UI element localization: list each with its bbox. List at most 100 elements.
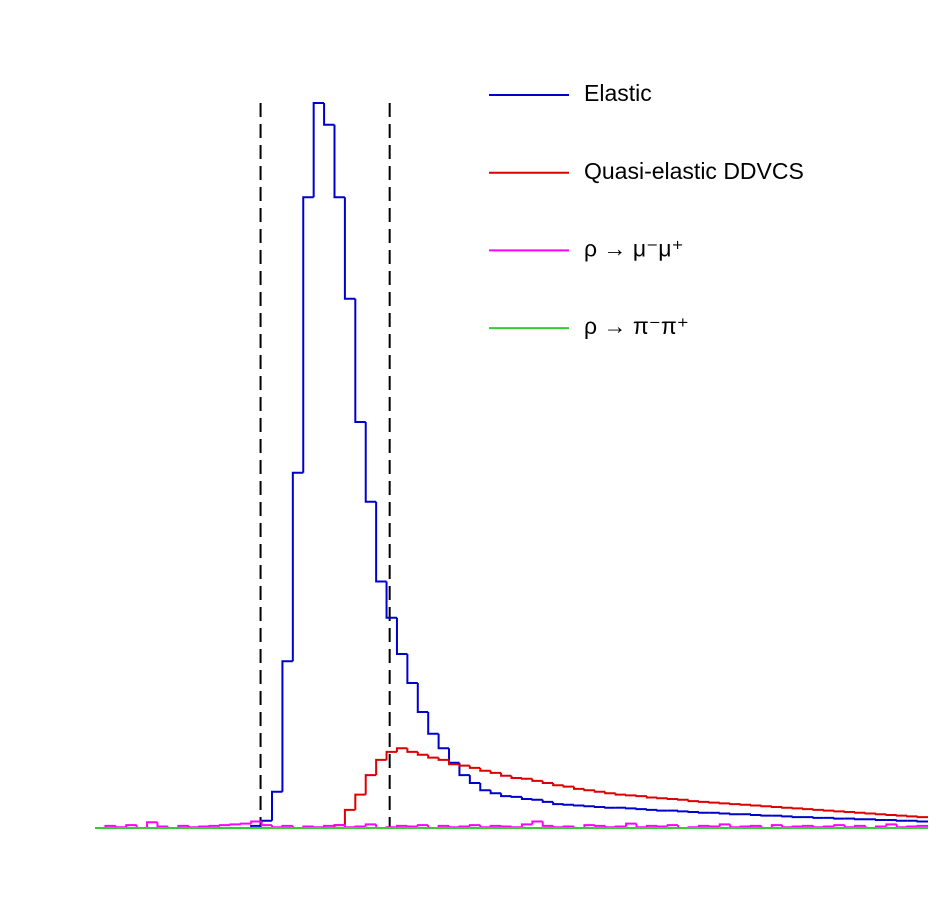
histogram-step — [843, 825, 856, 829]
histogram-step — [260, 821, 273, 827]
histogram-step — [635, 795, 647, 798]
legend-label: Elastic — [584, 80, 652, 106]
histogram-step — [562, 785, 574, 788]
histogram-step — [416, 751, 429, 756]
histogram-step — [510, 795, 522, 798]
histogram-step — [656, 809, 668, 812]
histogram-step — [572, 786, 585, 790]
histogram-step — [156, 822, 168, 828]
legend-label: ρ → π⁻π⁺ — [584, 313, 689, 339]
legend-label: ρ → μ⁻μ⁺ — [584, 235, 684, 261]
histogram-step — [729, 813, 741, 816]
histogram-step — [854, 824, 866, 828]
histogram-step — [395, 824, 408, 828]
histogram-step — [895, 824, 908, 829]
histogram-step — [323, 824, 335, 828]
histogram-step — [906, 815, 918, 818]
histogram-step — [364, 774, 377, 795]
histogram-step — [468, 765, 481, 769]
histogram-step — [271, 825, 283, 829]
histogram-step — [749, 813, 762, 816]
histogram-step — [625, 794, 637, 797]
histogram-step — [770, 805, 783, 808]
histogram-step — [687, 811, 699, 814]
histogram-step — [895, 819, 908, 822]
histogram-step — [437, 733, 450, 750]
histogram-step — [208, 824, 220, 827]
histogram-step — [541, 799, 554, 803]
histogram-step — [812, 816, 824, 819]
histogram-step — [427, 754, 439, 759]
histogram-step — [416, 824, 429, 827]
histogram-step — [822, 809, 835, 812]
histogram-step — [333, 824, 345, 827]
histogram-step — [677, 810, 689, 813]
histogram-step — [323, 103, 335, 126]
histogram-step — [385, 750, 397, 760]
histogram-step — [500, 825, 512, 828]
histogram-step — [656, 825, 668, 828]
histogram-step — [541, 780, 554, 785]
histogram-step — [697, 800, 710, 803]
histogram-step — [427, 712, 439, 735]
histogram-step — [406, 825, 418, 828]
histogram-step — [531, 798, 543, 801]
histogram-step — [645, 824, 658, 828]
histogram-step — [781, 815, 793, 818]
histogram-step — [416, 683, 429, 713]
histogram-step — [645, 808, 658, 811]
legend-label: Quasi-elastic DDVCS — [584, 158, 804, 184]
histogram-step — [895, 814, 908, 817]
histogram-step — [916, 824, 928, 827]
histogram-step — [708, 801, 720, 804]
histogram-step — [749, 804, 762, 807]
histogram-step — [312, 102, 325, 198]
histogram-step — [604, 806, 616, 809]
histogram-step — [874, 819, 887, 822]
histogram-step — [343, 197, 356, 300]
histogram-step — [385, 581, 397, 619]
histogram-step — [395, 617, 408, 655]
histogram-step — [406, 748, 418, 753]
histogram-step — [729, 803, 741, 806]
histogram-step — [885, 823, 897, 827]
histogram-step — [468, 824, 481, 827]
histogram-step — [458, 764, 470, 767]
histogram-step — [468, 775, 481, 785]
histogram-step — [333, 124, 345, 199]
histogram-step — [760, 814, 772, 817]
histogram-step — [833, 817, 845, 820]
histogram-step — [593, 790, 606, 793]
histogram-step — [271, 790, 283, 821]
histogram-step — [510, 775, 522, 779]
histogram-step — [489, 824, 502, 828]
histogram-step — [635, 823, 647, 829]
histogram-step — [531, 820, 543, 825]
histogram-step — [697, 811, 710, 814]
histogram-step — [375, 758, 387, 776]
histogram-step — [802, 824, 814, 827]
histogram-step — [916, 816, 928, 819]
histogram-step — [781, 806, 793, 809]
histogram-step — [843, 811, 856, 814]
histogram-step — [250, 820, 262, 824]
histogram-step — [666, 798, 679, 800]
histogram-step — [572, 804, 585, 807]
histogram-step — [614, 793, 627, 796]
histogram-step — [239, 822, 252, 825]
histogram-step — [489, 790, 502, 795]
histogram-step — [343, 808, 356, 826]
histogram-step — [229, 823, 241, 826]
histogram-step — [479, 767, 491, 772]
histogram-step — [458, 762, 470, 777]
histogram-step — [302, 196, 314, 473]
histogram-step — [593, 824, 606, 827]
histogram-step — [677, 798, 689, 801]
histogram-step — [583, 805, 595, 808]
histogram-step — [833, 824, 845, 827]
histogram-step — [354, 298, 366, 423]
histogram-step — [531, 778, 543, 782]
histogram-step — [281, 824, 293, 828]
histogram-step — [604, 791, 616, 795]
histogram-step — [218, 824, 231, 827]
